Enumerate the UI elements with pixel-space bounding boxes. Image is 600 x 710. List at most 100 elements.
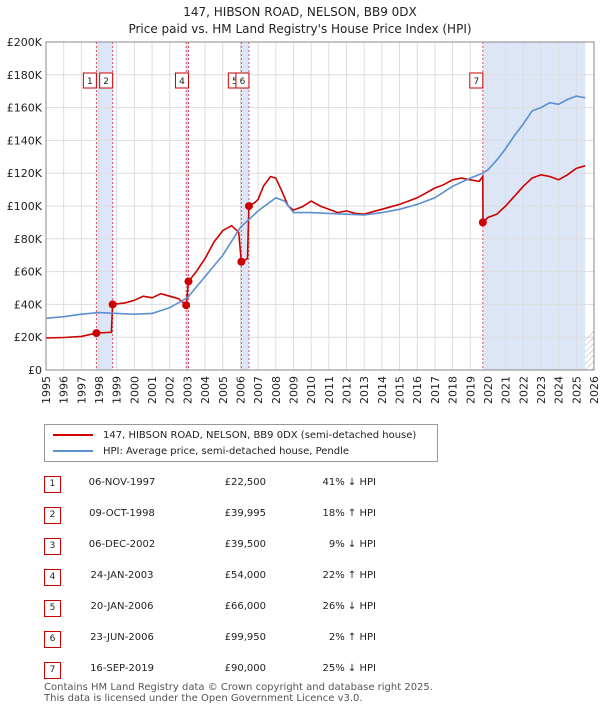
sale-number: 7 (44, 662, 61, 679)
x-tick-label: 2021 (500, 376, 513, 404)
x-tick-label: 2002 (164, 376, 177, 404)
sale-number: 4 (44, 569, 61, 586)
series-lines (45, 95, 586, 339)
x-tick-label: 2005 (217, 376, 230, 404)
y-tick-label: £20K (14, 331, 43, 344)
sale-number: 3 (44, 538, 61, 555)
sale-marker-label: 6 (240, 77, 246, 87)
chart-title: 147, HIBSON ROAD, NELSON, BB9 0DX (183, 5, 417, 19)
sale-date: 16-SEP-2019 (90, 663, 154, 674)
hpi-line (45, 95, 586, 320)
grid-lines (45, 41, 595, 371)
sale-point (92, 329, 101, 338)
sale-point (478, 218, 487, 227)
y-tick-label: £100K (7, 200, 43, 213)
y-tick-label: £0 (28, 364, 42, 377)
sale-hpi-diff: 22% ↑ HPI (322, 570, 376, 581)
y-tick-label: £120K (7, 167, 43, 180)
sale-hpi-diff: 25% ↓ HPI (322, 663, 376, 674)
y-tick-label: £140K (7, 134, 43, 147)
sale-hpi-diff: 26% ↓ HPI (322, 601, 376, 612)
property-price-line (45, 165, 586, 339)
chart-subtitle: Price paid vs. HM Land Registry's House … (128, 22, 472, 36)
sale-point (182, 301, 191, 310)
sale-price: £66,000 (224, 601, 266, 612)
sale-point (184, 277, 193, 286)
table-row: 2 09-OCT-1998 £39,995 18% ↑ HPI (44, 504, 444, 535)
sale-marker-label: 1 (87, 77, 93, 87)
x-tick-label: 2010 (305, 376, 318, 404)
sale-date: 23-JUN-2006 (90, 632, 154, 643)
sale-price: £39,995 (224, 508, 266, 519)
footer: Contains HM Land Registry data © Crown c… (44, 682, 433, 704)
legend-item-property: 147, HIBSON ROAD, NELSON, BB9 0DX (semi-… (53, 429, 416, 443)
sale-price: £90,000 (224, 663, 266, 674)
future-hatch (584, 348, 595, 359)
sale-date: 09-OCT-1998 (89, 508, 155, 519)
sale-date: 20-JAN-2006 (90, 601, 154, 612)
table-row: 5 20-JAN-2006 £66,000 26% ↓ HPI (44, 597, 444, 628)
x-tick-label: 2020 (482, 376, 495, 404)
sale-hpi-diff: 2% ↑ HPI (328, 632, 376, 643)
future-hatch (584, 336, 595, 347)
y-tick-label: £60K (14, 266, 43, 279)
table-row: 7 16-SEP-2019 £90,000 25% ↓ HPI (44, 659, 444, 690)
sale-hpi-diff: 41% ↓ HPI (322, 477, 376, 488)
plot-frame (45, 41, 595, 371)
x-tick-label: 2016 (411, 376, 424, 404)
axes: £0 £20K £40K £60K £80K £100K £120K £140K £160K £1… (7, 36, 600, 404)
sale-point (237, 257, 246, 266)
sale-point (244, 202, 253, 211)
x-tick-label: 2008 (270, 376, 283, 404)
y-tick-label: £160K (7, 102, 43, 115)
footer-line-2: This data is licensed under the Open Gov… (44, 693, 363, 704)
x-tick-label: 2011 (323, 376, 336, 404)
sale-hpi-diff: 18% ↑ HPI (322, 508, 376, 519)
sale-marker-label: 2 (103, 77, 109, 87)
legend-swatch-property (53, 434, 93, 436)
x-tick-label: 1998 (93, 376, 106, 404)
x-tick-label: 2013 (358, 376, 371, 404)
future-hatch (584, 330, 595, 341)
sale-point (108, 300, 117, 309)
footer-line-1: Contains HM Land Registry data © Crown c… (44, 682, 433, 693)
sale-marker-label: 5 (232, 77, 238, 87)
y-tick-label: £80K (14, 233, 43, 246)
sale-marker-label: 7 (473, 77, 479, 87)
x-tick-label: 2022 (517, 376, 530, 404)
y-tick-label: £40K (14, 298, 43, 311)
sale-number: 5 (44, 600, 61, 617)
x-tick-label: 2014 (376, 376, 389, 404)
x-tick-label: 2009 (287, 376, 300, 404)
sale-marker-box (82, 72, 97, 89)
sale-date: 24-JAN-2003 (90, 570, 154, 581)
x-tick-label: 2015 (394, 376, 407, 404)
sale-number: 6 (44, 631, 61, 648)
x-tick-label: 1995 (40, 376, 53, 404)
x-tick-label: 2017 (429, 376, 442, 404)
x-tick-label: 1997 (75, 376, 88, 404)
x-tick-label: 2026 (588, 376, 600, 404)
sale-marker-box (99, 72, 114, 89)
sale-number: 2 (44, 507, 61, 524)
sale-marker-box (174, 72, 189, 89)
table-row: 6 23-JUN-2006 £99,950 2% ↑ HPI (44, 628, 444, 659)
sales-table: 1 06-NOV-1997 £22,500 41% ↓ HPI 2 09-OCT… (44, 473, 444, 690)
x-tick-label: 2004 (199, 376, 212, 404)
x-tick-label: 2019 (464, 376, 477, 404)
sale-points (92, 202, 487, 338)
x-tick-label: 2006 (234, 376, 247, 404)
future-hatch (584, 342, 595, 353)
future-hatch (584, 354, 595, 365)
x-tick-label: 2003 (181, 376, 194, 404)
table-row: 1 06-NOV-1997 £22,500 41% ↓ HPI (44, 473, 444, 504)
sale-price: £39,500 (224, 539, 266, 550)
sale-marker-label: 4 (179, 77, 185, 87)
table-row: 3 06-DEC-2002 £39,500 9% ↓ HPI (44, 535, 444, 566)
sale-number: 1 (44, 476, 61, 493)
legend-item-hpi: HPI: Average price, semi-detached house,… (53, 445, 349, 459)
sale-marker-box (235, 72, 250, 89)
legend-label-property: 147, HIBSON ROAD, NELSON, BB9 0DX (semi-… (103, 430, 417, 441)
future-hatch (584, 360, 595, 371)
